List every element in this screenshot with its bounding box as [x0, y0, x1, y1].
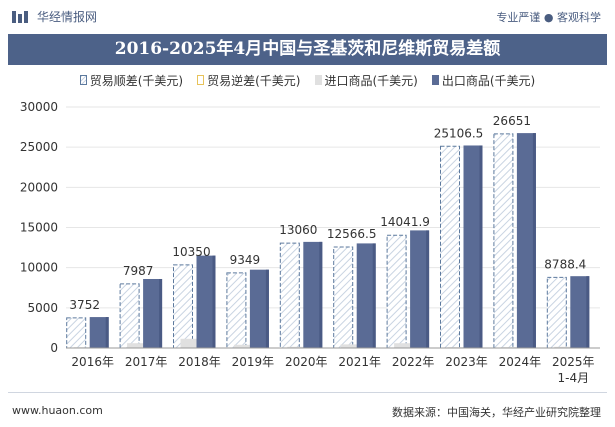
data-label: 12566.5 — [327, 227, 377, 241]
y-tick-label: 25000 — [20, 140, 58, 154]
bar-import — [180, 338, 200, 348]
y-tick-label: 5000 — [27, 301, 58, 315]
data-label: 8788.4 — [544, 257, 586, 271]
y-tick-label: 10000 — [20, 261, 58, 275]
bar-surplus — [440, 145, 460, 349]
legend-swatch-deficit — [197, 75, 205, 85]
brand[interactable]: 华经情报网 — [12, 8, 97, 25]
data-label: 25106.5 — [434, 126, 484, 140]
bar-surplus — [333, 246, 354, 349]
legend-label-import: 进口商品(千美元) — [324, 73, 418, 88]
bar-export-edge — [479, 145, 483, 348]
x-tick-label: 2021年 — [338, 355, 381, 369]
bar-surplus — [226, 272, 247, 349]
bar-export — [196, 255, 216, 348]
bar-import — [394, 343, 414, 348]
data-label: 13060 — [279, 223, 317, 237]
legend-label-export: 出口商品(千美元) — [441, 73, 536, 88]
bar-export-edge — [159, 278, 163, 348]
bar-surplus — [279, 242, 300, 349]
brand-name: 华经情报网 — [37, 10, 98, 24]
bar-export-edge — [319, 241, 323, 348]
bar-export — [570, 276, 590, 348]
bar-surplus — [66, 317, 87, 349]
bar-import — [233, 344, 253, 348]
bar-export-edge — [532, 133, 536, 348]
bar-export — [410, 230, 430, 348]
legend-swatch-import — [314, 75, 322, 85]
x-tick-label: 2023年 — [445, 355, 488, 369]
bar-export — [89, 317, 109, 348]
bar-surplus — [173, 264, 193, 349]
y-tick-label: 30000 — [20, 100, 58, 114]
logo-icon — [12, 10, 28, 23]
bar-surplus — [386, 234, 407, 349]
bar-export — [249, 269, 269, 348]
x-tick-label: 2025年 — [552, 355, 595, 369]
y-tick-label: 20000 — [20, 180, 58, 194]
data-label: 26651 — [493, 114, 531, 128]
chart-title: 2016-2025年4月中国与圣基茨和尼维斯贸易差额 — [8, 34, 607, 65]
header-tags: 专业严谨 ● 客观科学 — [496, 11, 601, 24]
x-tick-label: 1-4月 — [557, 371, 589, 385]
bar-surplus — [493, 133, 514, 349]
bar-import — [554, 346, 574, 348]
x-tick-label: 2024年 — [499, 355, 542, 369]
bar-export-edge — [212, 255, 216, 348]
bar-export — [143, 278, 163, 348]
x-tick-label: 2017年 — [125, 355, 168, 369]
bar-import — [287, 346, 307, 348]
legend-label-surplus: 贸易顺差(千美元) — [89, 73, 184, 88]
top-bar: 华经情报网 专业严谨 ● 客观科学 — [0, 0, 615, 34]
bar-export-edge — [586, 276, 590, 348]
legend-item-deficit[interactable]: 贸易逆差(千美元) — [197, 70, 301, 90]
data-label: 3752 — [69, 298, 100, 312]
legend-swatch-surplus — [79, 75, 87, 85]
bar-import — [127, 343, 147, 348]
bar-import — [340, 344, 360, 348]
footer-source: 数据来源：中国海关，华经产业研究院整理 — [392, 406, 601, 419]
x-tick-label: 2022年 — [392, 355, 435, 369]
bar-export — [303, 241, 323, 348]
bar-export-edge — [426, 230, 430, 348]
legend-swatch-export — [431, 75, 439, 85]
bar-surplus — [546, 276, 567, 349]
data-label: 10350 — [172, 245, 210, 259]
x-tick-label: 2018年 — [178, 355, 221, 369]
x-tick-label: 2020年 — [285, 355, 328, 369]
bar-export-edge — [372, 243, 376, 348]
bar-export — [463, 145, 483, 348]
bar-export — [356, 243, 376, 348]
bar-export-edge — [105, 317, 109, 348]
y-tick-label: 15000 — [20, 221, 58, 235]
footer-site[interactable]: www.huaon.com — [12, 404, 103, 417]
legend-item-surplus[interactable]: 贸易顺差(千美元) — [79, 70, 184, 90]
legend-label-deficit: 贸易逆差(千美元) — [207, 73, 301, 88]
footer-divider — [8, 392, 607, 393]
bar-surplus — [119, 283, 140, 349]
legend-item-export[interactable]: 出口商品(千美元) — [431, 70, 536, 90]
bar-export — [516, 133, 536, 348]
data-label: 7987 — [123, 264, 154, 278]
data-label: 14041.9 — [380, 215, 430, 229]
y-tick-label: 0 — [50, 341, 58, 355]
data-label: 9349 — [230, 253, 261, 267]
x-tick-label: 2016年 — [71, 355, 114, 369]
bar-export-edge — [265, 269, 269, 348]
x-tick-label: 2019年 — [232, 355, 275, 369]
legend-item-import[interactable]: 进口商品(千美元) — [314, 70, 418, 90]
chart-legend: 贸易顺差(千美元) 贸易逆差(千美元) 进口商品(千美元) 出口商品(千美元) — [0, 70, 615, 90]
